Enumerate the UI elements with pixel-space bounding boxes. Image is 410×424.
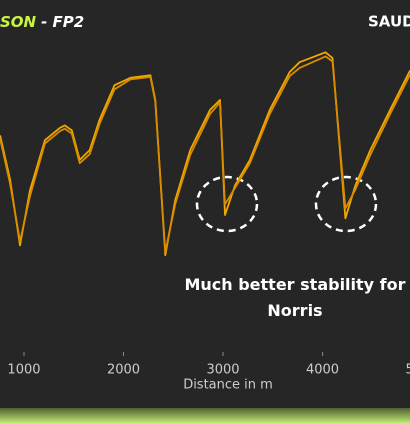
line-series [0,55,410,253]
subtitle: SAUD [368,13,410,31]
highlight-circle [314,175,378,233]
chart-title: SON - FP2 [0,13,84,31]
annotation: Much better stability for Norris [184,275,406,320]
line-series [0,51,410,257]
footer-strip [0,408,410,424]
x-tick-label: 4000 [306,363,339,378]
x-tick-label: 3000 [206,363,239,378]
x-tick-label: 1000 [7,363,40,378]
highlight-circle [195,175,259,233]
x-axis-label: Distance in m [183,378,273,393]
x-tick-label: 5000 [405,363,410,378]
x-tick-label: 2000 [107,363,140,378]
